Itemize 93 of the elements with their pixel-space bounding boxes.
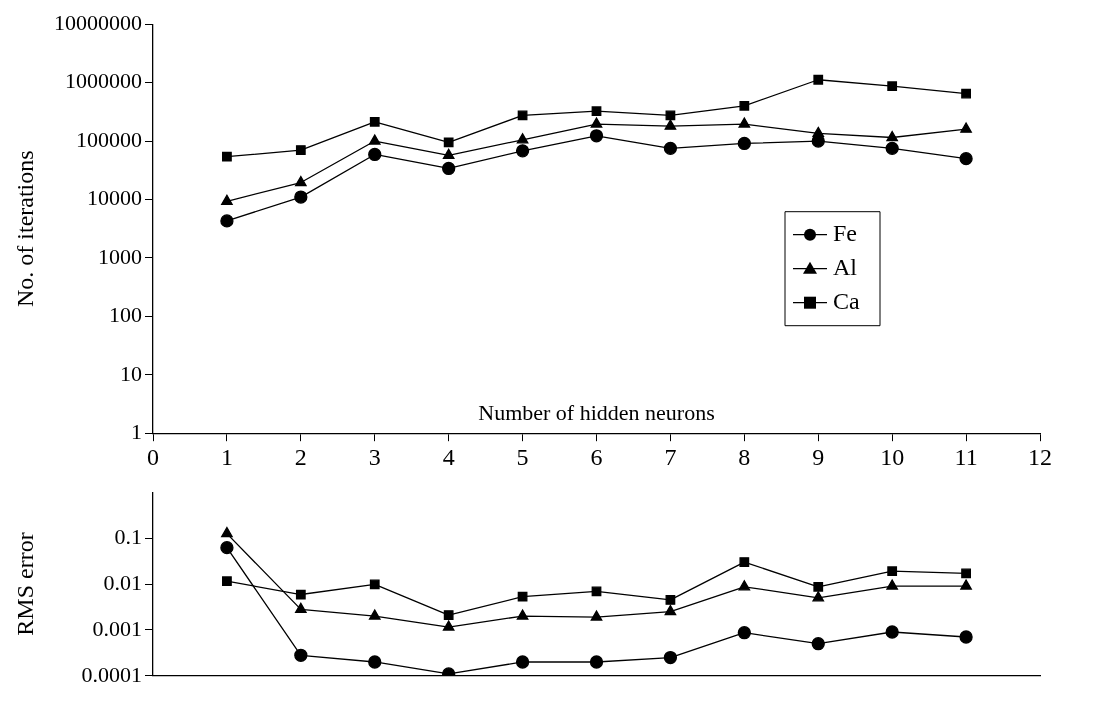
point <box>960 579 972 590</box>
x-tick-label: 2 <box>294 443 307 470</box>
point <box>885 625 899 639</box>
point <box>294 175 307 187</box>
point <box>442 161 456 176</box>
x-axis-title: Number of hidden neurons <box>478 399 715 425</box>
point <box>369 116 380 127</box>
point <box>959 630 973 644</box>
point <box>221 527 233 538</box>
point <box>739 557 750 567</box>
point <box>368 655 382 669</box>
point <box>664 119 677 130</box>
x-tick-label: 4 <box>442 443 455 470</box>
point <box>663 141 678 156</box>
point <box>663 650 678 665</box>
point <box>295 145 306 155</box>
legend-label: Ca <box>833 288 861 314</box>
x-tick-label: 1 <box>220 443 233 470</box>
point <box>294 190 308 204</box>
point <box>813 581 824 592</box>
point <box>369 579 380 590</box>
point <box>664 604 677 616</box>
point <box>368 134 381 145</box>
point <box>442 620 455 631</box>
point <box>738 580 751 591</box>
point <box>737 136 751 151</box>
x-tick-label: 9 <box>812 443 825 470</box>
point <box>590 117 603 128</box>
point <box>517 591 528 602</box>
point <box>516 609 529 620</box>
point <box>959 152 973 166</box>
point <box>220 214 234 228</box>
x-tick-label: 0 <box>147 443 159 470</box>
point <box>590 610 603 621</box>
point <box>220 540 234 555</box>
point <box>443 137 454 148</box>
y-tick-label: 0.001 <box>92 615 142 641</box>
point <box>961 568 971 579</box>
y-tick-label: 100 <box>109 302 142 328</box>
point <box>812 591 825 602</box>
x-tick-label: 7 <box>664 443 677 470</box>
point <box>961 88 971 99</box>
y-tick-label: 10 <box>120 360 142 386</box>
y-tick-label: 10000 <box>87 185 142 211</box>
y-tick-label: 0.0001 <box>81 661 142 687</box>
point <box>665 595 676 605</box>
point <box>515 144 530 158</box>
point <box>442 148 455 159</box>
point <box>665 110 676 121</box>
point <box>295 589 306 600</box>
point <box>515 655 530 669</box>
point <box>516 133 529 144</box>
point <box>739 100 750 111</box>
y-tick-label: 1000000 <box>65 68 142 94</box>
point <box>738 117 751 128</box>
point <box>886 579 899 590</box>
point <box>887 566 898 577</box>
point <box>813 74 824 85</box>
point <box>294 648 308 662</box>
point <box>368 609 381 620</box>
point <box>368 147 382 162</box>
point <box>222 151 232 162</box>
y-tick-label: 100000 <box>76 126 142 152</box>
point <box>811 637 825 651</box>
x-tick-label: 10 <box>880 443 905 470</box>
point <box>885 141 899 156</box>
y-tick-label: 0.1 <box>114 523 142 549</box>
point <box>221 194 233 205</box>
y-tick-label: 10000000 <box>54 9 142 35</box>
y-axis-title: No. of iterations <box>11 150 38 308</box>
point <box>886 130 899 142</box>
point <box>294 602 307 614</box>
point <box>591 106 602 117</box>
x-tick-label: 12 <box>1028 443 1052 470</box>
y-tick-label: 1000 <box>98 243 142 269</box>
point <box>737 626 751 640</box>
point <box>960 122 972 133</box>
point <box>517 110 528 121</box>
point <box>222 576 232 587</box>
x-tick-label: 5 <box>516 443 529 470</box>
point <box>589 655 604 669</box>
point <box>589 129 604 143</box>
y-axis-title: RMS error <box>11 532 38 636</box>
x-tick-label: 6 <box>590 443 603 470</box>
x-tick-label: 8 <box>738 443 751 470</box>
x-tick-label: 11 <box>954 443 978 470</box>
legend-label: Al <box>833 254 858 280</box>
y-tick-label: 0.01 <box>103 569 142 595</box>
y-tick-label: 1 <box>131 418 142 444</box>
x-tick-label: 3 <box>368 443 381 470</box>
point <box>443 610 454 620</box>
legend-label: Fe <box>833 220 857 246</box>
point <box>887 81 898 92</box>
